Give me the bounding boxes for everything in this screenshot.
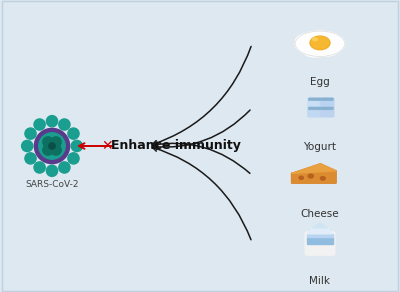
Ellipse shape bbox=[34, 119, 45, 130]
Circle shape bbox=[308, 174, 314, 178]
Circle shape bbox=[320, 177, 325, 180]
Polygon shape bbox=[292, 164, 336, 183]
Ellipse shape bbox=[34, 128, 70, 164]
Ellipse shape bbox=[59, 162, 70, 173]
Ellipse shape bbox=[25, 128, 36, 139]
Ellipse shape bbox=[311, 37, 329, 49]
FancyBboxPatch shape bbox=[321, 98, 333, 101]
Ellipse shape bbox=[304, 47, 326, 57]
FancyBboxPatch shape bbox=[308, 98, 322, 108]
Ellipse shape bbox=[51, 137, 61, 147]
FancyBboxPatch shape bbox=[320, 98, 334, 108]
Ellipse shape bbox=[59, 119, 70, 130]
Ellipse shape bbox=[46, 165, 58, 176]
Text: SARS-CoV-2: SARS-CoV-2 bbox=[25, 180, 79, 189]
Bar bbox=[307, 234, 333, 237]
Ellipse shape bbox=[25, 153, 36, 164]
FancyBboxPatch shape bbox=[308, 98, 321, 101]
Ellipse shape bbox=[22, 140, 33, 152]
Ellipse shape bbox=[46, 116, 58, 127]
Ellipse shape bbox=[310, 36, 330, 50]
Text: ✕: ✕ bbox=[101, 139, 113, 153]
Ellipse shape bbox=[43, 137, 53, 147]
FancyBboxPatch shape bbox=[321, 107, 333, 110]
Polygon shape bbox=[307, 228, 333, 234]
FancyBboxPatch shape bbox=[308, 107, 322, 117]
Ellipse shape bbox=[312, 38, 318, 41]
Ellipse shape bbox=[39, 133, 65, 159]
FancyBboxPatch shape bbox=[305, 231, 335, 256]
Polygon shape bbox=[312, 223, 328, 228]
Ellipse shape bbox=[34, 162, 45, 173]
Polygon shape bbox=[292, 164, 336, 173]
FancyBboxPatch shape bbox=[320, 107, 334, 117]
Text: Cheese: Cheese bbox=[301, 209, 339, 219]
Ellipse shape bbox=[49, 143, 55, 149]
Text: Enhance immunity: Enhance immunity bbox=[111, 140, 241, 152]
Ellipse shape bbox=[68, 128, 79, 139]
Ellipse shape bbox=[43, 145, 53, 155]
Text: Egg: Egg bbox=[310, 77, 330, 87]
Bar bbox=[307, 237, 333, 244]
Ellipse shape bbox=[51, 145, 61, 155]
FancyBboxPatch shape bbox=[308, 107, 321, 110]
Ellipse shape bbox=[296, 34, 317, 45]
Ellipse shape bbox=[295, 31, 345, 56]
Circle shape bbox=[299, 176, 303, 179]
Text: Milk: Milk bbox=[310, 276, 330, 286]
Ellipse shape bbox=[318, 47, 337, 56]
Ellipse shape bbox=[68, 153, 79, 164]
Ellipse shape bbox=[71, 140, 82, 152]
Text: Yogurt: Yogurt bbox=[304, 142, 336, 152]
Polygon shape bbox=[292, 171, 336, 183]
Ellipse shape bbox=[323, 35, 344, 45]
